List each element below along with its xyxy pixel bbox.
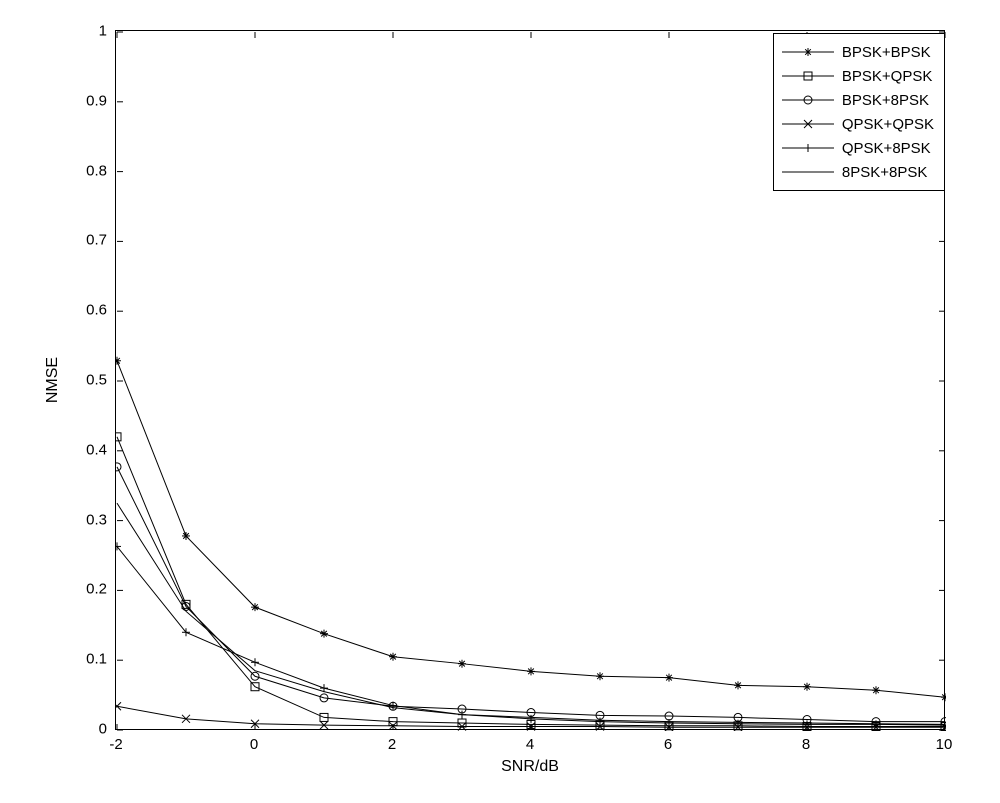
x-tick-label: 4 bbox=[526, 736, 534, 753]
x-axis-label: SNR/dB bbox=[501, 758, 559, 776]
x-tick-label: 6 bbox=[664, 736, 672, 753]
y-tick-label: 1 bbox=[99, 23, 107, 40]
y-tick-label: 0.9 bbox=[86, 92, 107, 109]
y-tick-label: 0.2 bbox=[86, 581, 107, 598]
y-tick-label: 0.3 bbox=[86, 511, 107, 528]
legend-entry: BPSK+8PSK bbox=[780, 88, 934, 112]
x-tick-label: 0 bbox=[250, 736, 258, 753]
y-tick-label: 0.4 bbox=[86, 441, 107, 458]
legend-sample bbox=[780, 160, 836, 184]
series-8PSK-8PSK bbox=[117, 503, 945, 724]
legend: BPSK+BPSK BPSK+QPSK BPSK+8PSK QPSK+QPSK QPSK… bbox=[773, 33, 945, 191]
x-tick-label: -2 bbox=[109, 736, 122, 753]
legend-label: BPSK+QPSK bbox=[842, 68, 932, 85]
legend-sample bbox=[780, 136, 836, 160]
y-tick-label: 0.7 bbox=[86, 232, 107, 249]
y-tick-label: 0.6 bbox=[86, 302, 107, 319]
legend-sample bbox=[780, 112, 836, 136]
legend-label: QPSK+8PSK bbox=[842, 140, 931, 157]
legend-entry: 8PSK+8PSK bbox=[780, 160, 934, 184]
x-tick-label: 10 bbox=[936, 736, 953, 753]
y-axis-label: NMSE bbox=[44, 357, 62, 403]
y-tick-label: 0.5 bbox=[86, 372, 107, 389]
legend-label: 8PSK+8PSK bbox=[842, 164, 927, 181]
figure: SNR/dB NMSE BPSK+BPSK BPSK+QPSK BPSK+8PSK Q… bbox=[0, 0, 1000, 803]
y-tick-label: 0 bbox=[99, 721, 107, 738]
legend-sample bbox=[780, 88, 836, 112]
legend-label: BPSK+8PSK bbox=[842, 92, 929, 109]
legend-entry: QPSK+QPSK bbox=[780, 112, 934, 136]
y-tick-label: 0.1 bbox=[86, 651, 107, 668]
y-tick-label: 0.8 bbox=[86, 162, 107, 179]
legend-label: QPSK+QPSK bbox=[842, 116, 934, 133]
legend-entry: QPSK+8PSK bbox=[780, 136, 934, 160]
legend-sample bbox=[780, 40, 836, 64]
legend-entry: BPSK+QPSK bbox=[780, 64, 934, 88]
x-tick-label: 8 bbox=[802, 736, 810, 753]
legend-label: BPSK+BPSK bbox=[842, 44, 931, 61]
series-BPSK-BPSK bbox=[116, 357, 946, 701]
series-QPSK-8PSK bbox=[116, 542, 946, 729]
x-tick-label: 2 bbox=[388, 736, 396, 753]
series-BPSK-QPSK bbox=[116, 433, 946, 731]
series-BPSK-8PSK bbox=[116, 463, 946, 726]
legend-entry: BPSK+BPSK bbox=[780, 40, 934, 64]
legend-sample bbox=[780, 64, 836, 88]
